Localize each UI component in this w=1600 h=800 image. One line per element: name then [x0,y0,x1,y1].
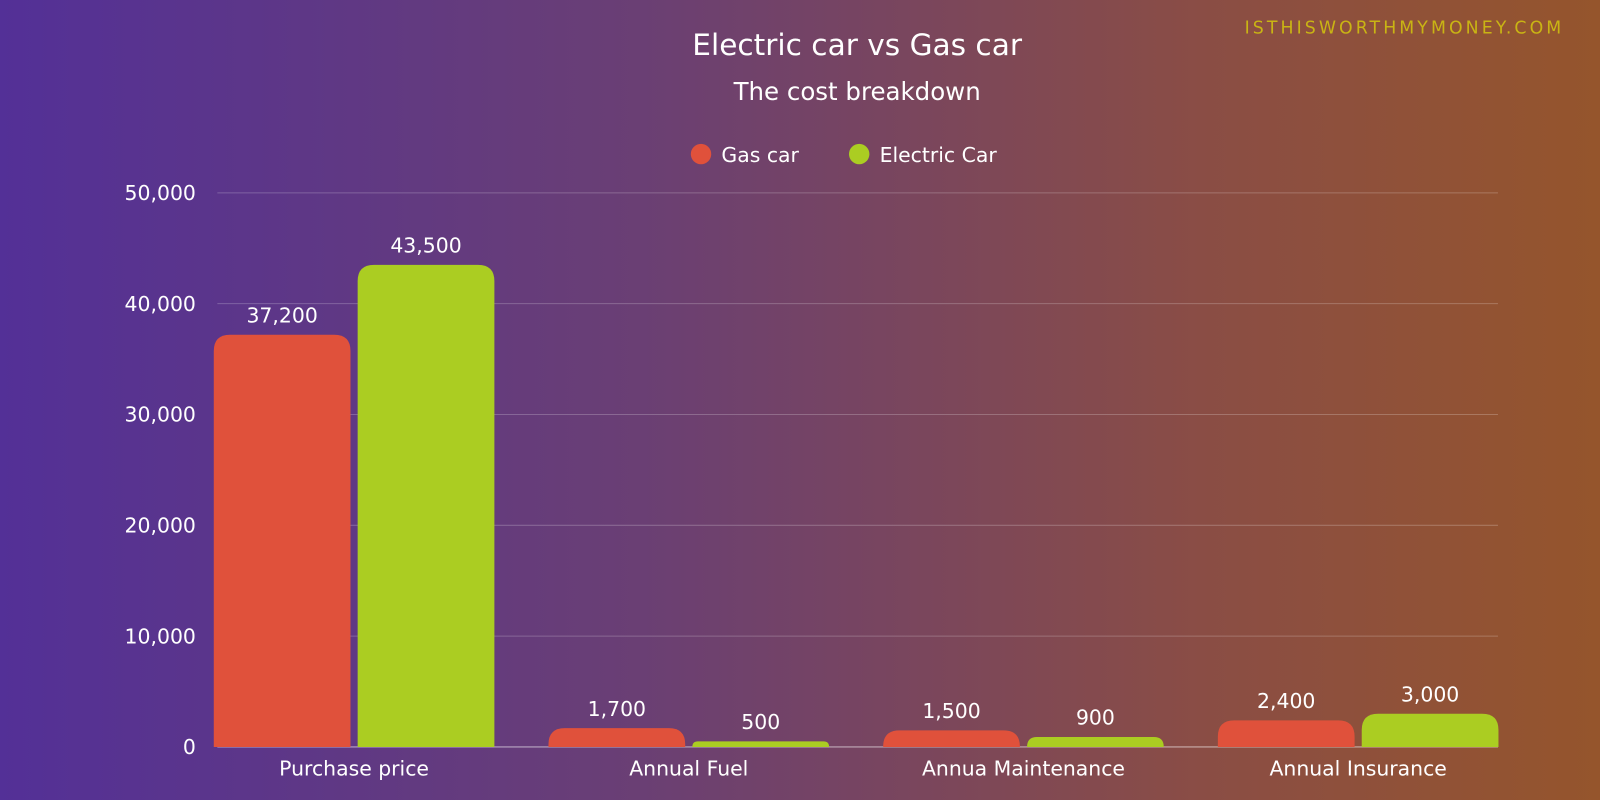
bar-gas [213,334,351,747]
data-label: 1,500 [922,699,980,723]
y-tick-label: 0 [183,735,196,759]
data-label: 2,400 [1257,689,1315,713]
bar-gas [1217,720,1355,747]
data-label: 43,500 [390,234,461,258]
y-tick-label: 50,000 [125,181,196,205]
legend-swatch-gas [690,143,712,165]
legend-label-gas: Gas car [721,143,799,167]
bar-gas [548,728,686,747]
data-label: 900 [1076,706,1115,730]
bar-gas [883,730,1020,747]
data-label: 37,200 [246,303,317,327]
watermark: ISTHISWORTHMYMONEY.COM [1245,19,1565,39]
x-tick-label: Purchase price [279,757,429,781]
data-label: 500 [741,710,780,734]
legend-swatch-electric [848,143,870,165]
bar-electric [357,264,495,747]
y-tick-label: 10,000 [125,624,196,648]
chart-title: Electric car vs Gas car [692,28,1023,62]
bar-electric [1027,736,1164,747]
y-tick-label: 20,000 [125,513,196,537]
data-label: 1,700 [588,697,646,721]
x-tick-label: Annual Fuel [629,757,748,781]
x-tick-label: Annual Insurance [1269,757,1446,781]
y-tick-label: 40,000 [125,292,196,316]
legend: Gas car Electric Car [690,143,998,167]
y-tick-label: 30,000 [125,403,196,427]
chart-subtitle: The cost breakdown [733,77,981,106]
bar-electric [1361,713,1499,747]
legend-label-electric: Electric Car [880,143,998,167]
data-label: 3,000 [1401,682,1459,706]
bar-electric [692,741,830,747]
x-tick-label: Annua Maintenance [922,757,1125,781]
